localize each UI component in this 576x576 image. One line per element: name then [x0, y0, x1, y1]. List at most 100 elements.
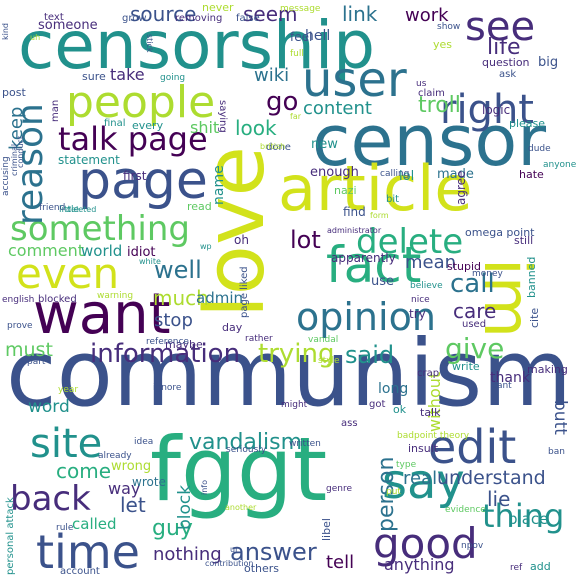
word-final: final — [104, 118, 126, 129]
word-made: made — [437, 167, 474, 182]
word-npov: npov — [461, 541, 484, 551]
word-talk: talk — [420, 406, 441, 419]
word-fact: fact — [326, 236, 421, 294]
word-yes: yes — [433, 38, 452, 51]
word-edit: edit — [428, 420, 516, 474]
word-point-theory: point theory — [414, 431, 470, 441]
word-ignore: ignore — [153, 383, 182, 393]
word-im: im — [469, 258, 543, 338]
word-first: first — [123, 169, 147, 183]
word-reason: reason — [10, 103, 51, 225]
word-real: real — [403, 468, 437, 489]
word-stop: stop — [154, 310, 193, 331]
word-nice: nice — [411, 295, 430, 305]
word-rule: rule — [56, 523, 74, 533]
word-want: want — [33, 282, 171, 347]
word-removing: removing — [175, 13, 222, 24]
word-little: little — [59, 205, 80, 215]
word-lot: lot — [290, 226, 321, 254]
word-life: life — [487, 35, 521, 60]
word-uh: uh — [30, 33, 40, 42]
word-add: add — [530, 560, 551, 573]
word-trying: trying — [258, 339, 334, 369]
word-warning: warning — [97, 291, 133, 301]
word-source: source — [130, 2, 196, 26]
word-year: year — [58, 385, 78, 395]
word-got: got — [369, 399, 385, 410]
word-idiot: idiot — [127, 245, 156, 260]
word-feel: feel — [290, 30, 312, 44]
word-wrong: wrong — [111, 459, 151, 474]
word-english: english — [2, 295, 34, 305]
word-message: message — [280, 4, 321, 14]
word-vandal: vandal — [308, 335, 338, 345]
word-others: others — [244, 562, 279, 575]
word-use: use — [371, 274, 394, 289]
word-part: part — [27, 357, 46, 367]
word-full: full — [290, 49, 304, 59]
word-sure: sure — [82, 70, 106, 83]
word-try: try — [409, 307, 426, 321]
word-nazi: nazi — [334, 184, 357, 197]
word-genre: genre — [326, 484, 352, 494]
word-administrator: administrator — [327, 226, 382, 235]
word-kind: kind — [1, 23, 10, 40]
word-see: see — [465, 4, 535, 50]
word-done: done — [266, 142, 291, 153]
word-ask: ask — [499, 69, 516, 80]
word-bad: bad — [397, 431, 414, 441]
word-accusing: accusing — [1, 156, 11, 196]
word-logic: logic — [482, 103, 510, 117]
word-site: site — [30, 421, 102, 467]
word-friend: friend — [39, 203, 65, 213]
word-back: back — [10, 479, 91, 519]
word-please: please — [509, 117, 545, 130]
word-never: never — [202, 1, 234, 14]
word-troll: troll — [418, 93, 461, 118]
word-maybe: maybe — [165, 338, 203, 351]
word-someone: someone — [38, 18, 98, 33]
word-love: love — [188, 146, 283, 318]
word-seem: seem — [243, 2, 298, 26]
word-conduct: conduct — [16, 136, 25, 168]
word-mean: mean — [405, 252, 456, 273]
word-thank: thank — [490, 370, 531, 386]
word-communism: communism — [6, 320, 572, 427]
word-name: name — [211, 165, 227, 205]
word-personal-attack: personal attack — [5, 497, 16, 575]
word-let: let — [120, 493, 146, 517]
word-called: called — [72, 515, 117, 533]
word-nothing: nothing — [153, 544, 222, 565]
word-man: man — [50, 100, 61, 122]
word-making: making — [527, 363, 568, 376]
word-call: call — [450, 269, 495, 299]
word-answer: answer — [230, 538, 317, 566]
word-time: time — [36, 525, 140, 576]
word-hell: hell — [305, 28, 330, 44]
word-calling: calling — [380, 169, 409, 179]
word-libel: libel — [320, 518, 333, 541]
word-said: said — [345, 341, 394, 369]
word-butt: butt — [550, 400, 570, 435]
word-way: way — [108, 479, 140, 498]
word-word: word — [28, 397, 70, 417]
word-opinion: opinion — [296, 295, 436, 339]
word-question: question — [482, 56, 530, 69]
word-say: say — [382, 454, 465, 510]
word-page-liked: page liked — [239, 266, 250, 318]
word-go: go — [266, 87, 298, 117]
word-comment: comment — [8, 241, 84, 260]
word-ok: ok — [393, 403, 407, 416]
word-british: british — [260, 142, 285, 151]
word-without: without — [425, 372, 444, 432]
word-used: used — [462, 319, 486, 330]
word-give: give — [445, 332, 504, 365]
word-anyone: anyone — [543, 160, 576, 170]
word-thing: thing — [482, 497, 564, 535]
word-seriously: seriously — [226, 445, 267, 455]
word-delete: delete — [356, 222, 463, 262]
word-deleted: deleted — [66, 205, 96, 214]
word-already: already — [98, 451, 132, 461]
